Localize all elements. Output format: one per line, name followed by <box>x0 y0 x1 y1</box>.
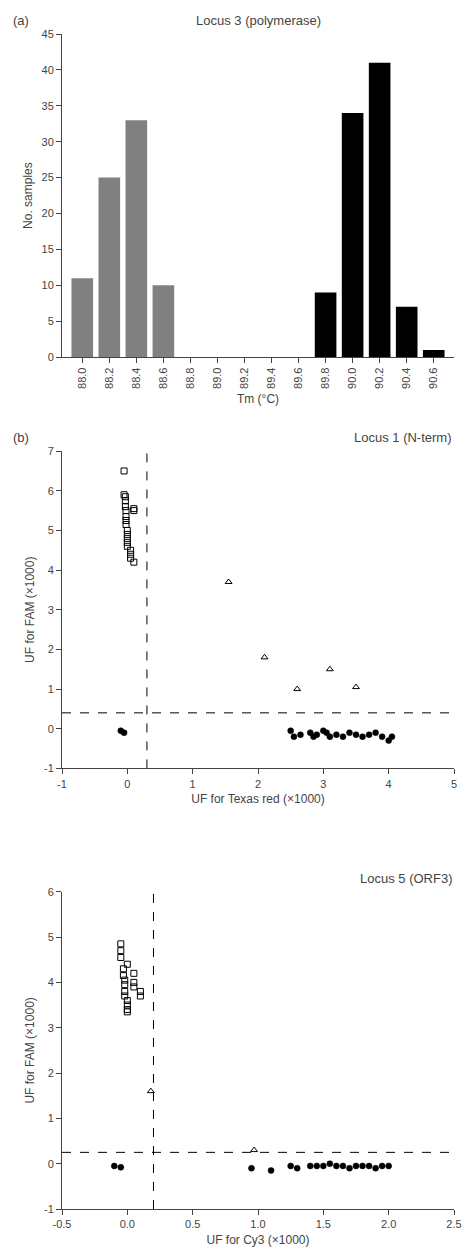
svg-text:UF for Texas red (×1000): UF for Texas red (×1000) <box>191 792 325 806</box>
svg-text:UF for FAM (×1000): UF for FAM (×1000) <box>23 997 37 1103</box>
svg-text:0: 0 <box>124 778 130 790</box>
svg-text:-1: -1 <box>44 762 54 774</box>
svg-text:(b): (b) <box>13 430 29 445</box>
svg-text:UF for FAM (×1000): UF for FAM (×1000) <box>23 557 37 663</box>
svg-text:5: 5 <box>48 931 54 943</box>
svg-text:15: 15 <box>42 243 54 255</box>
svg-text:Tm (°C): Tm (°C) <box>237 392 279 406</box>
svg-text:10: 10 <box>42 279 54 291</box>
svg-text:5: 5 <box>451 778 457 790</box>
svg-text:7: 7 <box>48 445 54 457</box>
svg-text:30: 30 <box>42 136 54 148</box>
svg-text:0.0: 0.0 <box>120 1218 135 1230</box>
svg-text:89.4: 89.4 <box>265 368 277 389</box>
svg-text:3: 3 <box>320 778 326 790</box>
svg-text:25: 25 <box>42 171 54 183</box>
svg-text:UF for Cy3 (×1000): UF for Cy3 (×1000) <box>206 1233 309 1247</box>
svg-text:88.8: 88.8 <box>184 368 196 389</box>
svg-text:1: 1 <box>48 1112 54 1124</box>
svg-text:-0.5: -0.5 <box>53 1218 72 1230</box>
svg-text:20: 20 <box>42 207 54 219</box>
svg-text:2: 2 <box>255 778 261 790</box>
svg-text:2.5: 2.5 <box>446 1218 461 1230</box>
svg-text:4: 4 <box>48 564 54 576</box>
svg-text:5: 5 <box>48 524 54 536</box>
svg-text:6: 6 <box>48 485 54 497</box>
svg-text:40: 40 <box>42 64 54 76</box>
svg-text:1: 1 <box>190 778 196 790</box>
svg-text:1: 1 <box>48 683 54 695</box>
svg-text:1.0: 1.0 <box>250 1218 265 1230</box>
svg-text:35: 35 <box>42 100 54 112</box>
svg-text:2.0: 2.0 <box>381 1218 396 1230</box>
svg-text:5: 5 <box>48 315 54 327</box>
svg-text:4: 4 <box>48 976 54 988</box>
svg-text:89.6: 89.6 <box>292 368 304 389</box>
svg-text:90.4: 90.4 <box>400 368 412 389</box>
svg-text:Locus 5 (ORF3): Locus 5 (ORF3) <box>360 871 452 886</box>
svg-text:3: 3 <box>48 1022 54 1034</box>
svg-text:-1: -1 <box>57 778 67 790</box>
svg-text:No. samples: No. samples <box>21 162 35 229</box>
svg-text:88.2: 88.2 <box>103 368 115 389</box>
svg-text:(a): (a) <box>13 13 29 28</box>
svg-text:89.0: 89.0 <box>211 368 223 389</box>
svg-text:89.2: 89.2 <box>238 368 250 389</box>
svg-text:1.5: 1.5 <box>316 1218 331 1230</box>
svg-text:0.5: 0.5 <box>185 1218 200 1230</box>
svg-text:0: 0 <box>48 351 54 363</box>
svg-text:3: 3 <box>48 604 54 616</box>
svg-text:88.4: 88.4 <box>130 368 142 389</box>
svg-text:90.0: 90.0 <box>346 368 358 389</box>
svg-text:0: 0 <box>48 723 54 735</box>
svg-text:0: 0 <box>48 1158 54 1170</box>
svg-text:90.2: 90.2 <box>373 368 385 389</box>
svg-text:89.8: 89.8 <box>319 368 331 389</box>
svg-text:45: 45 <box>42 28 54 40</box>
svg-text:90.6: 90.6 <box>427 368 439 389</box>
svg-text:2: 2 <box>48 1067 54 1079</box>
svg-text:4: 4 <box>386 778 392 790</box>
svg-text:6: 6 <box>48 886 54 898</box>
svg-text:88.6: 88.6 <box>157 368 169 389</box>
svg-text:Locus 1 (N-term): Locus 1 (N-term) <box>354 430 452 445</box>
svg-text:-1: -1 <box>44 1203 54 1215</box>
svg-text:88.0: 88.0 <box>76 368 88 389</box>
svg-text:2: 2 <box>48 643 54 655</box>
svg-text:Locus 3 (polymerase): Locus 3 (polymerase) <box>196 13 321 28</box>
